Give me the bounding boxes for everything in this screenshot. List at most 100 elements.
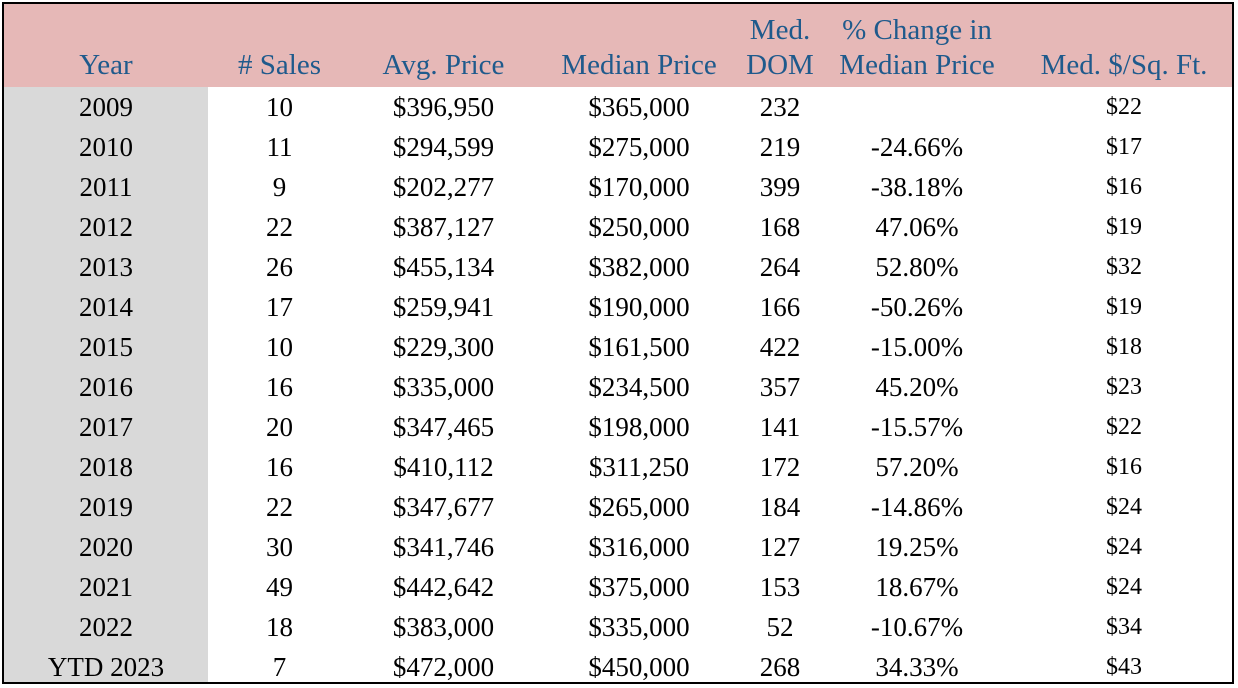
cell-pct-change: -24.66% bbox=[870, 132, 964, 162]
cell-median-price: $170,000 bbox=[588, 172, 690, 202]
cell-med-sqft: $34 bbox=[1106, 614, 1142, 640]
table-row: 2015 10 $229,300 $161,500 422 -15.00% $18 bbox=[4, 327, 1232, 367]
cell-med-dom: 264 bbox=[759, 252, 801, 282]
cell-med-sqft: $32 bbox=[1106, 254, 1142, 280]
cell-med-dom: 399 bbox=[759, 172, 801, 202]
cell-median-price: $311,250 bbox=[588, 452, 690, 482]
cell-avg-price: $347,677 bbox=[392, 492, 495, 522]
cell-avg-price: $396,950 bbox=[392, 92, 495, 122]
cell-year: 2011 bbox=[4, 167, 208, 207]
cell-year: 2017 bbox=[4, 407, 208, 447]
table-row: 2009 10 $396,950 $365,000 232 $22 bbox=[4, 87, 1232, 127]
cell-avg-price: $383,000 bbox=[392, 612, 495, 642]
cell-sales: 10 bbox=[266, 92, 293, 122]
table-row: 2022 18 $383,000 $335,000 52 -10.67% $34 bbox=[4, 607, 1232, 647]
cell-med-dom: 357 bbox=[759, 372, 801, 402]
cell-sales: 20 bbox=[266, 412, 293, 442]
cell-med-sqft: $16 bbox=[1106, 454, 1142, 480]
cell-year: YTD 2023 bbox=[4, 647, 208, 682]
cell-med-dom: 232 bbox=[759, 92, 801, 122]
cell-median-price: $190,000 bbox=[588, 292, 690, 322]
table-row: 2013 26 $455,134 $382,000 264 52.80% $32 bbox=[4, 247, 1232, 287]
cell-sales: 17 bbox=[266, 292, 293, 322]
column-header-line: Med. bbox=[749, 14, 811, 46]
cell-median-price: $265,000 bbox=[588, 492, 690, 522]
cell-pct-change: -38.18% bbox=[870, 172, 964, 202]
table-row: 2017 20 $347,465 $198,000 141 -15.57% $22 bbox=[4, 407, 1232, 447]
cell-pct-change: -10.67% bbox=[870, 612, 964, 642]
cell-med-dom: 172 bbox=[759, 452, 801, 482]
cell-sales: 11 bbox=[266, 132, 293, 162]
table-row: 2019 22 $347,677 $265,000 184 -14.86% $24 bbox=[4, 487, 1232, 527]
cell-sales: 16 bbox=[266, 372, 293, 402]
table-body: 2009 10 $396,950 $365,000 232 $22 2010 11 $294,5… bbox=[4, 87, 1232, 682]
cell-median-price: $250,000 bbox=[588, 212, 690, 242]
column-header-line: Avg. Price bbox=[382, 49, 505, 81]
cell-year: 2016 bbox=[4, 367, 208, 407]
cell-med-sqft: $18 bbox=[1106, 334, 1142, 360]
column-header-pct-change: % Change in Median Price bbox=[818, 4, 1016, 87]
table-row: 2020 30 $341,746 $316,000 127 19.25% $24 bbox=[4, 527, 1232, 567]
column-header-line: % Change in bbox=[842, 14, 992, 46]
cell-pct-change: 47.06% bbox=[875, 212, 959, 242]
cell-year: 2010 bbox=[4, 127, 208, 167]
cell-med-sqft: $24 bbox=[1106, 494, 1142, 520]
cell-avg-price: $335,000 bbox=[392, 372, 495, 402]
cell-med-sqft: $43 bbox=[1106, 654, 1142, 680]
cell-sales: 49 bbox=[266, 572, 293, 602]
cell-median-price: $275,000 bbox=[588, 132, 690, 162]
cell-pct-change: 52.80% bbox=[875, 252, 959, 282]
cell-median-price: $198,000 bbox=[588, 412, 690, 442]
cell-avg-price: $442,642 bbox=[392, 572, 495, 602]
cell-pct-change: 57.20% bbox=[875, 452, 959, 482]
cell-sales: 18 bbox=[266, 612, 293, 642]
cell-year: 2018 bbox=[4, 447, 208, 487]
cell-med-sqft: $24 bbox=[1106, 574, 1142, 600]
cell-pct-change: -50.26% bbox=[870, 292, 964, 322]
cell-med-sqft: $22 bbox=[1106, 94, 1142, 120]
table-row: YTD 2023 7 $472,000 $450,000 268 34.33% $43 bbox=[4, 647, 1232, 682]
cell-median-price: $375,000 bbox=[588, 572, 690, 602]
cell-med-dom: 141 bbox=[759, 412, 801, 442]
cell-pct-change: 19.25% bbox=[875, 532, 959, 562]
column-header-line: Year bbox=[79, 49, 133, 81]
cell-avg-price: $410,112 bbox=[393, 452, 494, 482]
column-header-line: Med. $/Sq. Ft. bbox=[1040, 49, 1208, 81]
cell-pct-change: 34.33% bbox=[875, 652, 959, 682]
table-row: 2011 9 $202,277 $170,000 399 -38.18% $16 bbox=[4, 167, 1232, 207]
cell-pct-change bbox=[818, 87, 1016, 127]
cell-median-price: $234,500 bbox=[588, 372, 690, 402]
cell-avg-price: $202,277 bbox=[392, 172, 495, 202]
cell-sales: 9 bbox=[272, 172, 287, 202]
cell-med-dom: 268 bbox=[759, 652, 801, 682]
cell-year: 2021 bbox=[4, 567, 208, 607]
cell-median-price: $450,000 bbox=[588, 652, 690, 682]
cell-pct-change: -14.86% bbox=[870, 492, 964, 522]
cell-med-dom: 127 bbox=[759, 532, 801, 562]
cell-sales: 16 bbox=[266, 452, 293, 482]
table-row: 2016 16 $335,000 $234,500 357 45.20% $23 bbox=[4, 367, 1232, 407]
cell-med-dom: 219 bbox=[759, 132, 801, 162]
cell-med-dom: 52 bbox=[766, 612, 794, 642]
column-header-line: DOM bbox=[746, 49, 814, 81]
column-header-med-sqft: Med. $/Sq. Ft. bbox=[1016, 4, 1232, 87]
cell-med-sqft: $24 bbox=[1106, 534, 1142, 560]
table-header: Year # Sales Avg. Price Median Price Med. DOM… bbox=[4, 4, 1232, 87]
cell-year: 2019 bbox=[4, 487, 208, 527]
cell-med-sqft: $22 bbox=[1106, 414, 1142, 440]
cell-median-price: $335,000 bbox=[588, 612, 690, 642]
cell-avg-price: $387,127 bbox=[392, 212, 495, 242]
cell-avg-price: $259,941 bbox=[392, 292, 495, 322]
table-row: 2010 11 $294,599 $275,000 219 -24.66% $17 bbox=[4, 127, 1232, 167]
cell-sales: 30 bbox=[266, 532, 293, 562]
cell-med-sqft: $16 bbox=[1106, 174, 1142, 200]
cell-avg-price: $472,000 bbox=[392, 652, 495, 682]
cell-med-sqft: $17 bbox=[1106, 134, 1142, 160]
cell-avg-price: $347,465 bbox=[392, 412, 495, 442]
cell-median-price: $365,000 bbox=[588, 92, 690, 122]
cell-median-price: $161,500 bbox=[588, 332, 690, 362]
cell-year: 2014 bbox=[4, 287, 208, 327]
table-row: 2021 49 $442,642 $375,000 153 18.67% $24 bbox=[4, 567, 1232, 607]
column-header-avg-price: Avg. Price bbox=[351, 4, 536, 87]
